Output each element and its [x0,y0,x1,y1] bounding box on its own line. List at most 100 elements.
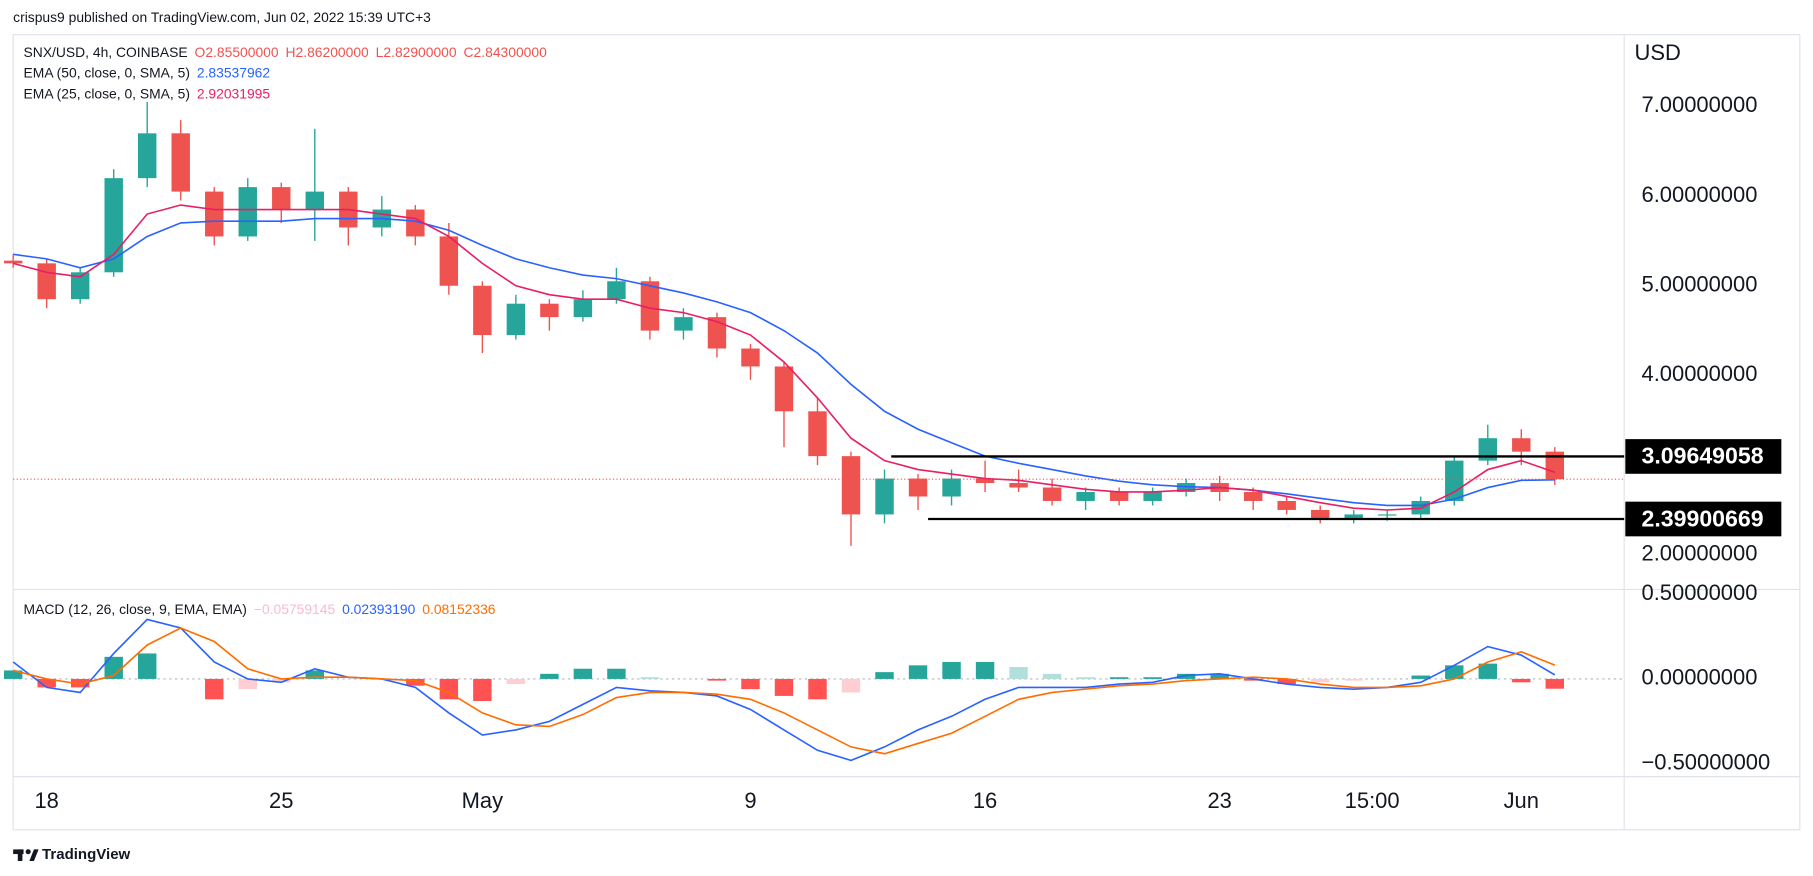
level-label-box [1625,439,1782,474]
macd-line [12,618,1556,762]
signal-line [12,627,1556,755]
ohlc-value: O2.85500000 [195,44,279,60]
candle-body [1378,514,1397,516]
legend-value: 0.08152336 [422,601,496,617]
histogram-bar [104,656,123,679]
candle-body [70,272,90,300]
histogram-bar [774,678,794,696]
histogram-bar [1042,673,1062,679]
histogram-bar [272,678,291,683]
x-tick-label: 25 [269,788,293,813]
candle-body [1143,492,1162,501]
legend-value: 2.92031995 [197,85,271,101]
y-tick-label: 7.00000000 [1642,92,1758,117]
candle-body [908,478,928,497]
candle-body [205,191,224,237]
legend-title: SNX/USD, 4h, COINBASE [24,44,188,60]
logo-shape [25,849,31,855]
candle-body [305,191,325,210]
histogram-bar [975,661,995,679]
candle-body [272,187,291,210]
y-tick-label: 0.00000000 [1642,665,1758,690]
ohlc-value: C2.84300000 [464,44,548,60]
histogram-bar [1176,673,1196,679]
x-tick-label: 9 [744,788,756,813]
candle-body [1445,460,1464,501]
legend-value: 0.02393190 [342,601,416,617]
y-tick-label: −0.50000000 [1642,750,1771,775]
histogram-bar [238,678,257,690]
histogram-bar [1411,675,1430,679]
header: crispus9 published on TradingView.com, J… [13,9,431,25]
candle-body [540,303,559,318]
candle-body [1545,451,1565,480]
histogram-bar [473,678,492,702]
histogram-bar [841,678,861,693]
candle-body [1109,492,1129,501]
histogram-bar [1478,663,1497,679]
legend-name: EMA (25, close, 0, SMA, 5) [24,85,190,101]
candle-body [406,209,425,237]
candle-body [506,303,526,336]
candle-body [942,478,961,497]
histogram-bar [406,678,425,686]
candle-body [1176,483,1196,493]
histogram-bar [1109,677,1129,679]
candle-body [1310,509,1330,519]
histogram-bar [70,678,90,688]
candle-body [1344,514,1363,519]
footer: TradingView [42,846,130,863]
ohlc-value: H2.86200000 [286,44,370,60]
histogram-bar [640,677,660,679]
histogram-bar [1310,678,1330,683]
candle-body [640,281,660,331]
histogram-bar [1009,667,1028,679]
histogram-bar [1076,677,1095,679]
histogram-bar [1545,678,1565,689]
candle-body [741,348,760,367]
candle-body [238,187,257,237]
candle-body [607,281,626,300]
candle-body [3,260,23,264]
logo-shape [29,849,39,861]
candle-body [808,411,827,457]
histogram-bar [205,678,224,700]
x-tick-label: 15:00 [1345,788,1400,813]
candle-body [674,317,693,331]
candle-body [1512,438,1531,452]
level-label-box [1625,501,1782,537]
histogram-bar [439,678,459,700]
histogram-bar [37,678,56,688]
frame [12,34,1801,831]
candle-body [138,133,157,179]
histogram-bar [1344,678,1363,681]
x-tick-label: 23 [1207,788,1231,813]
candle-body [707,317,727,349]
histogram-bar [3,670,23,679]
ema-line [13,217,1555,507]
candle-body [37,263,56,300]
candle-body [1076,492,1095,501]
histogram-bar [1445,665,1464,679]
candle-body [1478,438,1497,461]
candle-body [473,285,492,336]
histogram-bar [573,668,593,679]
y-tick-label: 5.00000000 [1642,272,1758,297]
legend-value: −0.05759145 [254,601,336,617]
histogram-bar [1210,673,1229,679]
legend-name: EMA (50, close, 0, SMA, 5) [24,65,190,81]
histogram-bar [305,670,325,679]
histogram-bar [1512,678,1531,683]
ema-line [12,204,1556,511]
x-tick-label: May [462,788,503,813]
logo-shape [17,849,23,861]
legend-title: MACD (12, 26, close, 9, EMA, EMA) [24,601,247,617]
level-label: 2.39900669 [1642,505,1764,531]
y-tick-label: 2.00000000 [1642,541,1758,566]
candle-body [1243,492,1263,501]
y-tick-label: 0.50000000 [1642,580,1758,605]
candle-body [975,478,995,484]
candle-body [1009,483,1028,488]
